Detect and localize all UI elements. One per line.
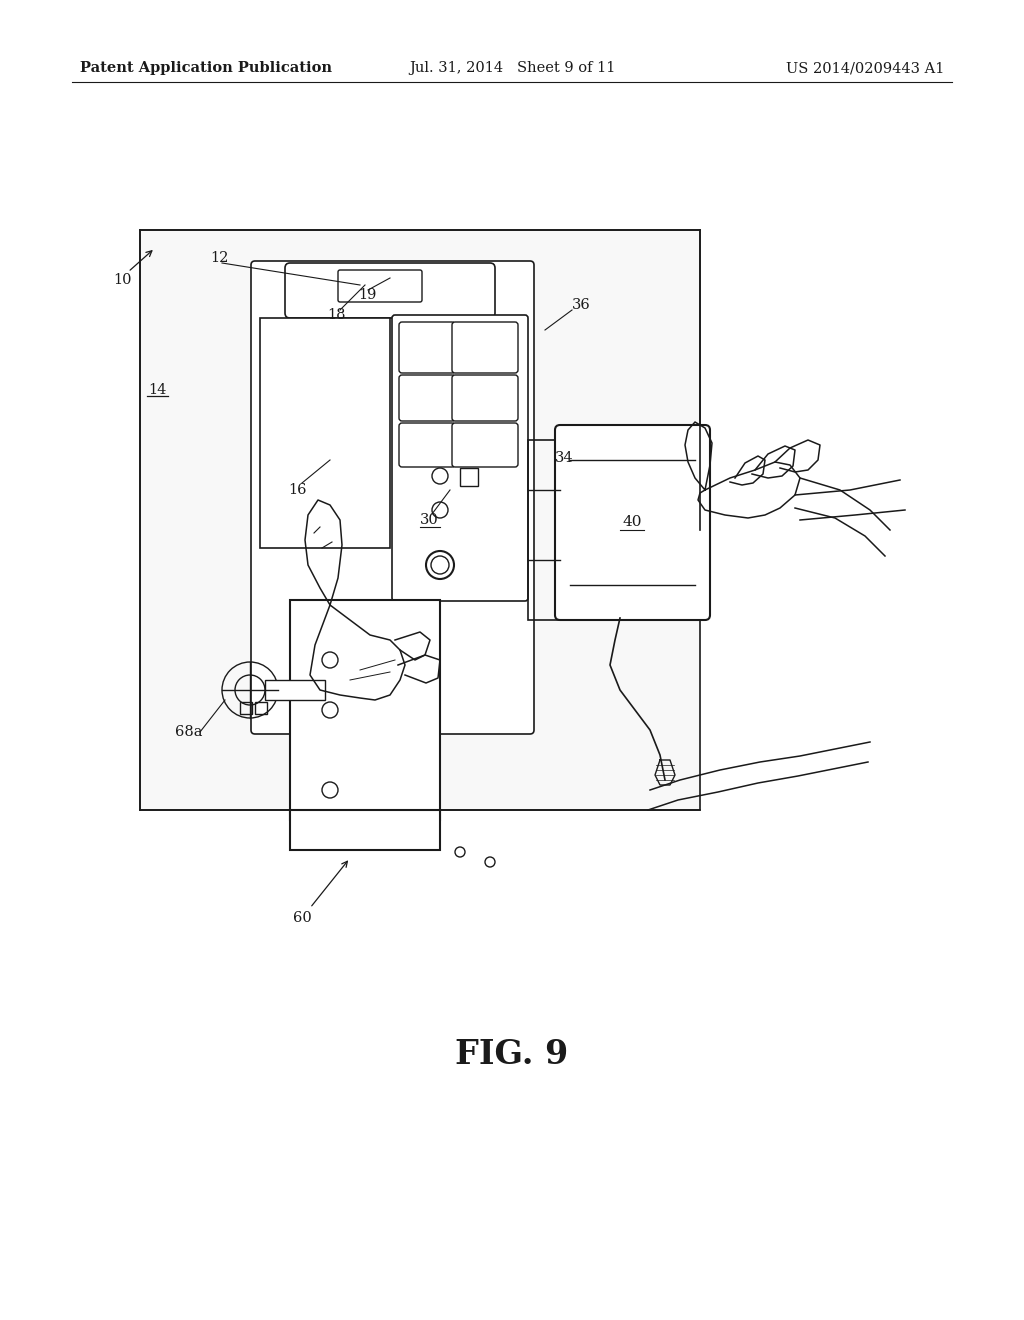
Text: 18: 18 xyxy=(327,308,345,322)
Bar xyxy=(255,702,267,714)
Bar xyxy=(240,702,252,714)
Text: Patent Application Publication: Patent Application Publication xyxy=(80,61,332,75)
Text: 40: 40 xyxy=(623,515,642,529)
Bar xyxy=(260,318,390,548)
Text: Jul. 31, 2014   Sheet 9 of 11: Jul. 31, 2014 Sheet 9 of 11 xyxy=(409,61,615,75)
Text: 16: 16 xyxy=(288,483,306,498)
Text: 60: 60 xyxy=(293,911,311,925)
Bar xyxy=(290,810,440,850)
FancyBboxPatch shape xyxy=(399,322,455,374)
Bar xyxy=(140,230,700,810)
Text: FIG. 9: FIG. 9 xyxy=(456,1039,568,1072)
Text: US 2014/0209443 A1: US 2014/0209443 A1 xyxy=(785,61,944,75)
FancyBboxPatch shape xyxy=(251,261,534,734)
FancyBboxPatch shape xyxy=(452,375,518,421)
FancyBboxPatch shape xyxy=(285,263,495,318)
Text: 36: 36 xyxy=(572,298,591,312)
Text: 12: 12 xyxy=(210,251,228,265)
FancyBboxPatch shape xyxy=(452,322,518,374)
Bar xyxy=(290,601,440,820)
Text: 30: 30 xyxy=(420,513,438,527)
FancyBboxPatch shape xyxy=(452,422,518,467)
FancyBboxPatch shape xyxy=(555,425,710,620)
Bar xyxy=(265,680,325,700)
Text: 68a: 68a xyxy=(175,725,203,739)
FancyBboxPatch shape xyxy=(399,422,455,467)
Bar xyxy=(460,469,478,486)
Text: 19: 19 xyxy=(358,288,377,302)
Text: 14: 14 xyxy=(148,383,166,397)
FancyBboxPatch shape xyxy=(399,375,455,421)
Text: 34: 34 xyxy=(555,451,573,465)
Text: 10: 10 xyxy=(113,273,131,286)
FancyBboxPatch shape xyxy=(338,271,422,302)
FancyBboxPatch shape xyxy=(392,315,528,601)
